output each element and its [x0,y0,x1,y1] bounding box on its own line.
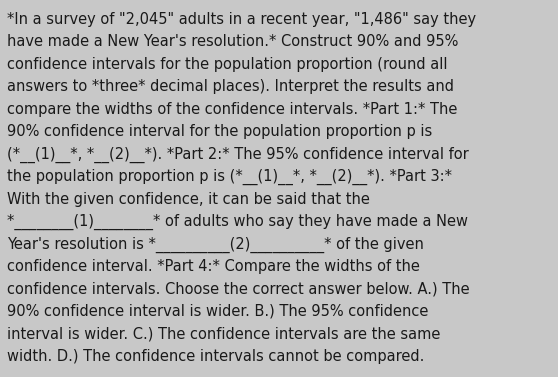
Text: Year's resolution is *__________(2)__________* of the given: Year's resolution is *__________(2)_____… [7,236,424,253]
Text: have made a New Year's resolution.* Construct 90% and 95%: have made a New Year's resolution.* Cons… [7,35,458,49]
Text: 90% confidence interval is wider. B.) The 95% confidence: 90% confidence interval is wider. B.) Th… [7,304,428,319]
Text: answers to *three* decimal places). Interpret the results and: answers to *three* decimal places). Inte… [7,80,454,94]
Text: confidence intervals. Choose the correct answer below. A.) The: confidence intervals. Choose the correct… [7,281,469,296]
Text: With the given confidence, it can be said that the: With the given confidence, it can be sai… [7,192,369,207]
Text: width. D.) The confidence intervals cannot be compared.: width. D.) The confidence intervals cann… [7,348,424,363]
Text: *In a survey of "2,045" adults in a recent year, "1,486" say they: *In a survey of "2,045" adults in a rece… [7,12,476,27]
Text: *________(1)________* of adults who say they have made a New: *________(1)________* of adults who say … [7,214,468,230]
Text: confidence intervals for the population proportion (round all: confidence intervals for the population … [7,57,447,72]
Text: (*__(1)__*, *__(2)__*). *Part 2:* The 95% confidence interval for: (*__(1)__*, *__(2)__*). *Part 2:* The 95… [7,147,469,163]
Text: 90% confidence interval for the population proportion p is: 90% confidence interval for the populati… [7,124,432,139]
Text: confidence interval. *Part 4:* Compare the widths of the: confidence interval. *Part 4:* Compare t… [7,259,420,274]
Text: compare the widths of the confidence intervals. *Part 1:* The: compare the widths of the confidence int… [7,102,457,117]
Text: interval is wider. C.) The confidence intervals are the same: interval is wider. C.) The confidence in… [7,326,440,341]
Text: the population proportion p is (*__(1)__*, *__(2)__*). *Part 3:*: the population proportion p is (*__(1)__… [7,169,451,185]
